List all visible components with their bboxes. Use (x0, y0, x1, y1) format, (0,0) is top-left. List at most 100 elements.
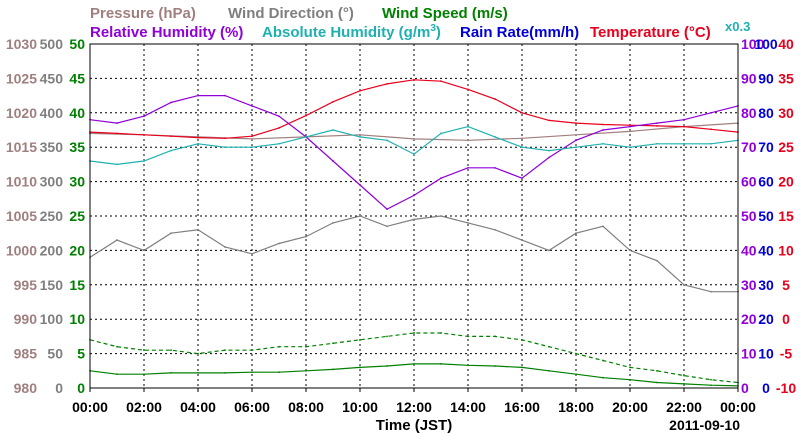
tick-temperature: 0 (782, 311, 790, 327)
point-wind-direction (467, 221, 469, 224)
plot-area (89, 43, 739, 389)
tick-wind-direction: 500 (40, 36, 64, 52)
point-wind-speed-avg (548, 369, 550, 372)
point-wind-direction (278, 242, 280, 245)
tick-rain-rate: 30 (758, 277, 774, 293)
point-pressure (521, 137, 523, 140)
point-absolute-humidity (305, 135, 307, 138)
x-tick-label: 04:00 (180, 399, 216, 415)
point-wind-direction (332, 221, 334, 224)
tick-pressure: 1015 (6, 139, 37, 155)
point-absolute-humidity (494, 135, 496, 138)
point-wind-direction (710, 290, 712, 293)
tick-rain-rate: 70 (758, 139, 774, 155)
tick-pressure: 980 (14, 380, 38, 396)
point-relative-humidity (494, 166, 496, 169)
point-wind-speed-avg (305, 369, 307, 372)
point-absolute-humidity (278, 142, 280, 145)
point-temperature (197, 136, 199, 139)
point-wind-speed-avg (116, 373, 118, 376)
point-temperature (656, 124, 658, 127)
tick-wind-speed: 0 (77, 380, 85, 396)
point-temperature (575, 122, 577, 125)
point-relative-humidity (251, 105, 253, 107)
point-wind-speed-max (683, 374, 685, 377)
tick-pressure: 1020 (6, 105, 37, 121)
point-absolute-humidity (359, 135, 361, 138)
point-absolute-humidity (116, 163, 118, 166)
point-wind-speed-max (305, 345, 307, 348)
tick-relative-humidity: 0 (741, 380, 749, 396)
tick-pressure: 1010 (6, 174, 37, 190)
tick-wind-speed: 5 (77, 346, 85, 362)
point-wind-direction (629, 249, 631, 252)
point-wind-speed-avg (467, 364, 469, 367)
point-relative-humidity (575, 139, 577, 142)
point-absolute-humidity (440, 132, 442, 135)
point-relative-humidity (548, 156, 550, 159)
pressure-title: Pressure (hPa) (90, 5, 196, 22)
x-axis: 00:00 02:00 04:00 06:00 08:00 10:00 12:00 14:00… (72, 388, 756, 415)
x-axis-label: Time (JST) (376, 417, 452, 434)
tick-rain-rate: 20 (758, 311, 774, 327)
point-pressure (575, 133, 577, 136)
point-pressure (413, 138, 415, 140)
point-relative-humidity (116, 122, 118, 125)
point-temperature (116, 132, 118, 135)
x-tick-label: 22:00 (666, 399, 702, 415)
tick-wind-speed: 30 (69, 174, 85, 190)
point-absolute-humidity (575, 146, 577, 149)
point-temperature (521, 111, 523, 114)
point-wind-speed-avg (575, 373, 577, 376)
point-wind-direction (143, 249, 145, 252)
tick-temperature: 25 (778, 139, 794, 155)
point-temperature (413, 78, 415, 81)
point-wind-speed-avg (386, 365, 388, 367)
tick-pressure: 985 (14, 346, 38, 362)
point-wind-speed-max (170, 349, 172, 352)
tick-temperature: -5 (780, 346, 793, 362)
x-tick-label: 20:00 (612, 399, 648, 415)
tick-pressure: 1025 (6, 70, 37, 86)
tick-pressure: 1030 (6, 36, 37, 52)
x-tick-label: 14:00 (450, 399, 486, 415)
tick-wind-direction: 50 (47, 346, 63, 362)
point-wind-speed-avg (278, 371, 280, 374)
point-wind-speed-avg (494, 365, 496, 367)
point-wind-direction (170, 232, 172, 235)
point-wind-speed-avg (251, 371, 253, 374)
tick-relative-humidity: 50 (741, 208, 757, 224)
point-absolute-humidity (332, 129, 334, 131)
point-temperature (332, 100, 334, 103)
tick-relative-humidity: 20 (741, 311, 757, 327)
point-wind-speed-max (440, 332, 442, 334)
wind-direction-title: Wind Direction (°) (228, 5, 354, 22)
point-pressure (251, 138, 253, 140)
point-wind-direction (548, 249, 550, 252)
point-wind-direction (386, 225, 388, 228)
x-tick-label: 06:00 (234, 399, 270, 415)
tick-temperature: 10 (778, 242, 794, 258)
point-wind-speed-max (494, 335, 496, 338)
point-absolute-humidity (629, 146, 631, 149)
tick-rain-rate: 0 (762, 380, 770, 396)
point-wind-speed-avg (629, 378, 631, 381)
point-relative-humidity (224, 94, 226, 97)
point-pressure (359, 133, 361, 136)
date-label: 2011-09-10 (669, 417, 740, 433)
rain-multiplier-label: x0.3 (725, 19, 750, 34)
point-wind-direction (251, 252, 253, 255)
x-tick-label: 00:00 (720, 399, 756, 415)
tick-wind-direction: 400 (40, 105, 64, 121)
point-absolute-humidity (521, 146, 523, 149)
point-wind-direction (602, 225, 604, 228)
point-absolute-humidity (224, 146, 226, 149)
tick-temperature: 20 (778, 174, 794, 190)
tick-pressure: 995 (14, 277, 38, 293)
tick-relative-humidity: 40 (741, 242, 757, 258)
point-wind-speed-avg (413, 363, 415, 365)
point-wind-speed-max (467, 335, 469, 338)
point-temperature (440, 80, 442, 83)
point-relative-humidity (197, 94, 199, 97)
point-absolute-humidity (656, 142, 658, 145)
